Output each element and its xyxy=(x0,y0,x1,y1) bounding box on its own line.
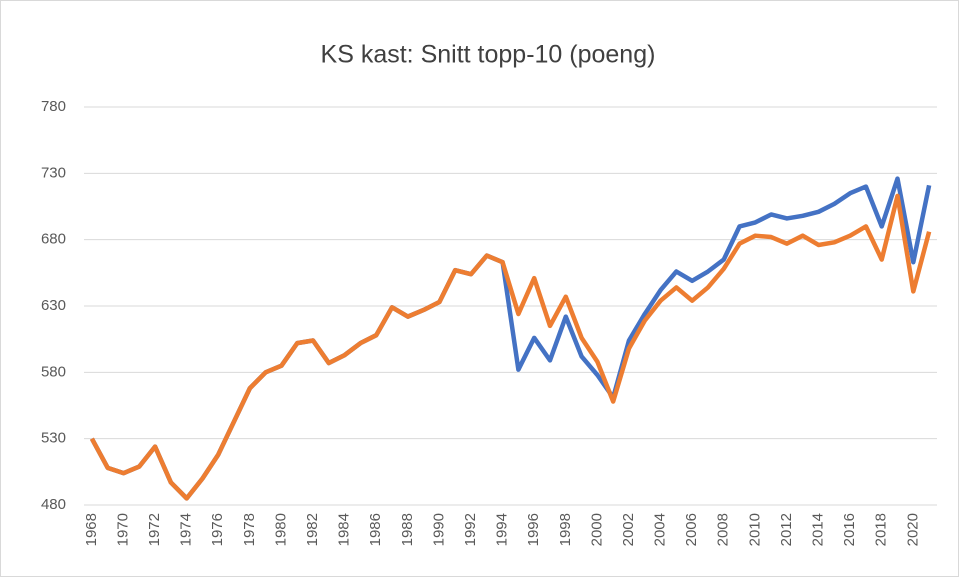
x-tick-label: 2016 xyxy=(841,513,858,546)
x-tick-label: 1982 xyxy=(304,513,321,546)
x-tick-label: 1968 xyxy=(83,513,100,546)
x-tick-label: 1978 xyxy=(241,513,258,546)
y-tick-label: 630 xyxy=(41,297,66,314)
x-tick-label: 2018 xyxy=(873,513,890,546)
x-tick-label: 2006 xyxy=(683,513,700,546)
y-tick-label: 780 xyxy=(41,98,66,115)
x-tick-label: 1994 xyxy=(494,513,511,546)
x-tick-label: 2000 xyxy=(588,513,605,546)
x-tick-label: 1998 xyxy=(557,513,574,546)
x-tick-label: 1992 xyxy=(462,513,479,546)
x-tick-label: 2020 xyxy=(904,513,921,546)
x-tick-label: 2012 xyxy=(778,513,795,546)
x-tick-label: 1990 xyxy=(430,513,447,546)
x-tick-label: 2008 xyxy=(715,513,732,546)
x-tick-label: 1996 xyxy=(525,513,542,546)
y-tick-label: 580 xyxy=(41,363,66,380)
x-tick-label: 1976 xyxy=(209,513,226,546)
x-tick-label: 1972 xyxy=(146,513,163,546)
x-tick-label: 1980 xyxy=(272,513,289,546)
y-tick-label: 480 xyxy=(41,496,66,513)
x-tick-label: 2004 xyxy=(652,513,669,546)
x-tick-label: 1984 xyxy=(336,513,353,546)
x-tick-label: 2014 xyxy=(809,513,826,546)
x-tick-label: 2002 xyxy=(620,513,637,546)
x-tick-label: 1988 xyxy=(399,513,416,546)
y-tick-label: 680 xyxy=(41,231,66,248)
chart-title: KS kast: Snitt topp-10 (poeng) xyxy=(321,41,656,69)
x-tick-label: 1974 xyxy=(178,513,195,546)
x-tick-label: 1986 xyxy=(367,513,384,546)
y-tick-label: 730 xyxy=(41,164,66,181)
y-tick-label: 530 xyxy=(41,430,66,447)
x-tick-label: 2010 xyxy=(746,513,763,546)
x-tick-label: 1970 xyxy=(114,513,131,546)
line-series xyxy=(89,193,932,501)
